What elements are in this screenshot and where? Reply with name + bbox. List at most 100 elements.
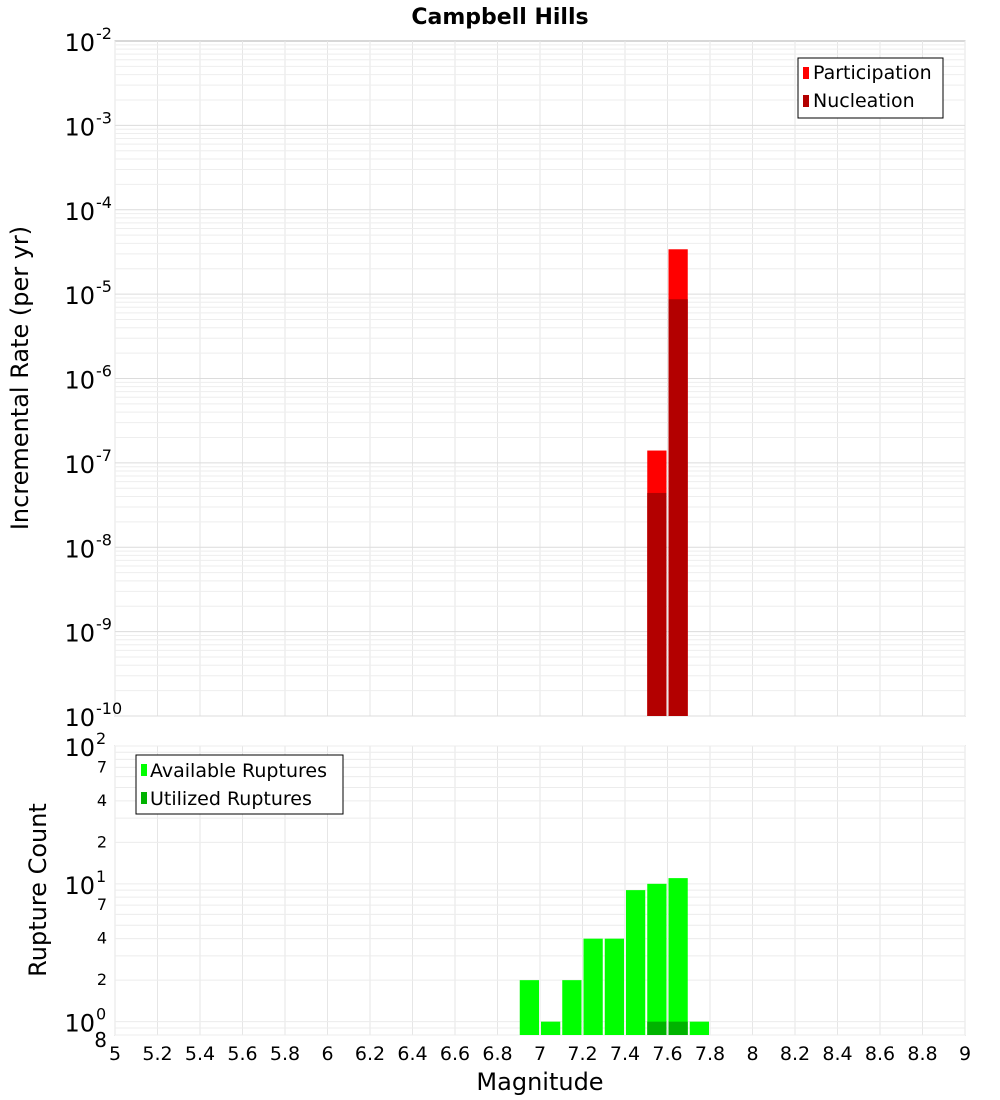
svg-text:-8: -8 (96, 530, 112, 549)
legend-label-nucleation: Nucleation (813, 90, 915, 112)
x-tick-label: 6.4 (397, 1043, 427, 1065)
available-ruptures-bar (689, 1021, 709, 1035)
svg-text:-7: -7 (96, 446, 112, 465)
rate-y-tick-label: 10 -4 (64, 193, 112, 226)
legend-swatch-nucleation (803, 95, 809, 107)
legend-swatch-available (141, 764, 147, 776)
chart-title: Campbell Hills (411, 5, 588, 30)
svg-text:-6: -6 (96, 362, 112, 381)
rate-legend: Participation Nucleation (797, 57, 944, 119)
x-tick-label: 8 (746, 1043, 758, 1065)
available-ruptures-bar (604, 938, 624, 1035)
rate-y-axis-label: Incremental Rate (per yr) (6, 226, 34, 530)
x-tick-label: 9 (959, 1043, 971, 1065)
rate-bars (647, 249, 688, 716)
rate-y-tick-label: 10 -5 (64, 277, 112, 310)
available-ruptures-bar (562, 980, 582, 1035)
legend-label-available: Available Ruptures (150, 760, 327, 782)
rate-y-tick-label: 10 -10 (64, 699, 122, 732)
svg-text:10: 10 (64, 282, 95, 310)
svg-text:10: 10 (64, 704, 95, 732)
rate-y-tick-label: 10 -3 (64, 108, 112, 141)
x-tick-label: 5 (109, 1043, 121, 1065)
count-y-major-tick-label: 10 0 (64, 1005, 106, 1038)
svg-text:10: 10 (64, 535, 95, 563)
x-axis-label: Magnitude (476, 1068, 603, 1096)
svg-text:0: 0 (96, 1005, 106, 1024)
x-tick-label: 5.2 (142, 1043, 172, 1065)
legend-swatch-utilized (141, 792, 147, 804)
count-y-minor-tick-label: 2 (97, 832, 107, 851)
svg-text:10: 10 (64, 872, 95, 900)
x-tick-label: 5.8 (270, 1043, 300, 1065)
count-y-major-tick-label: 10 2 (64, 729, 106, 762)
legend-label-participation: Participation (813, 62, 932, 84)
available-ruptures-bar (519, 980, 539, 1035)
count-gridlines (114, 745, 966, 1036)
svg-text:-3: -3 (96, 108, 112, 127)
x-tick-label: 7.2 (567, 1043, 597, 1065)
x-tick-labels: 5 5.2 5.4 5.6 5.8 6 6.2 6.4 6.6 6.8 7 7.2 7.4 7.6 7.8 8… (109, 1043, 971, 1065)
nucleation-bar (647, 492, 667, 716)
x-tick-label: 7 (534, 1043, 546, 1065)
x-tick-label: 5.4 (185, 1043, 215, 1065)
available-ruptures-bar (541, 1021, 561, 1035)
legend-label-utilized: Utilized Ruptures (150, 788, 312, 810)
x-tick-label: 6.6 (440, 1043, 470, 1065)
rate-y-tick-label: 10 -2 (64, 24, 112, 57)
rate-gridlines (114, 41, 966, 717)
available-ruptures-bar (583, 938, 603, 1035)
count-y-axis-label: Rupture Count (24, 803, 52, 977)
x-tick-label: 7.6 (652, 1043, 682, 1065)
svg-text:2: 2 (96, 729, 106, 748)
available-ruptures-bar (668, 878, 688, 1035)
count-y-minor-tick-label: 7 (97, 895, 107, 914)
svg-text:10: 10 (64, 367, 95, 395)
svg-text:10: 10 (64, 113, 95, 141)
svg-text:-9: -9 (96, 615, 112, 634)
x-tick-label: 6.2 (355, 1043, 385, 1065)
svg-text:-4: -4 (96, 193, 112, 212)
utilized-ruptures-bar (668, 1021, 688, 1035)
rate-y-tick-label: 10 -9 (64, 615, 112, 648)
count-legend: Available Ruptures Utilized Ruptures (135, 754, 344, 815)
svg-text:-10: -10 (96, 699, 122, 718)
svg-text:10: 10 (64, 198, 95, 226)
utilized-ruptures-bar (647, 1021, 667, 1035)
x-tick-label: 6.8 (482, 1043, 512, 1065)
svg-text:1: 1 (96, 867, 106, 886)
count-y-minor-tick-label: 2 (97, 970, 107, 989)
x-tick-label: 8.2 (780, 1043, 810, 1065)
x-tick-label: 7.8 (695, 1043, 725, 1065)
available-ruptures-bar (647, 883, 667, 1035)
svg-text:10: 10 (64, 620, 95, 648)
rate-y-tick-label: 10 -6 (64, 362, 112, 395)
count-legend-box (135, 754, 344, 815)
svg-text:-5: -5 (96, 277, 112, 296)
count-bars (519, 878, 709, 1035)
svg-text:10: 10 (64, 1010, 95, 1038)
rate-legend-box (797, 57, 944, 119)
x-tick-label: 5.6 (227, 1043, 257, 1065)
count-y-minor-tick-label: 4 (97, 791, 107, 810)
x-tick-label: 7.4 (610, 1043, 640, 1065)
svg-text:10: 10 (64, 451, 95, 479)
rate-y-tick-label: 10 -7 (64, 446, 112, 479)
count-y-minor-tick-label: 4 (97, 929, 107, 948)
available-ruptures-bar (626, 890, 646, 1035)
x-tick-label: 8.4 (822, 1043, 852, 1065)
count-y-minor-tick-label: 7 (97, 757, 107, 776)
legend-swatch-participation (803, 67, 809, 79)
count-y-major-tick-label: 10 1 (64, 867, 106, 900)
svg-text:10: 10 (64, 734, 95, 762)
x-tick-label: 8.8 (907, 1043, 937, 1065)
x-tick-label: 8.6 (865, 1043, 895, 1065)
count-y-minor-tick-label: 8 (94, 1028, 107, 1052)
rate-y-tick-label: 10 -8 (64, 530, 112, 563)
x-tick-label: 6 (321, 1043, 333, 1065)
